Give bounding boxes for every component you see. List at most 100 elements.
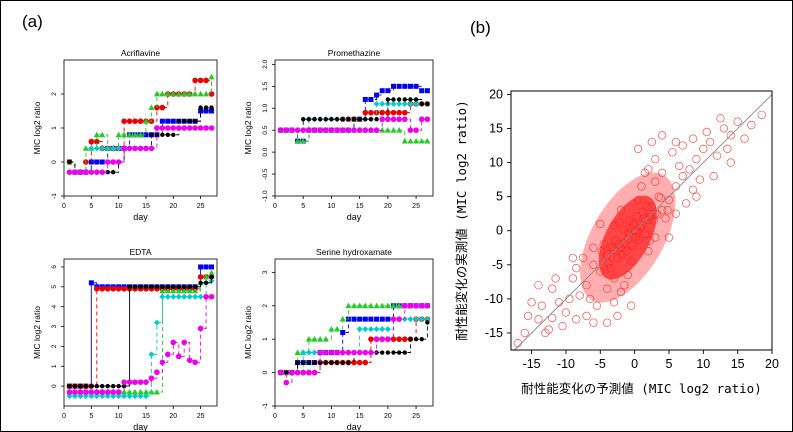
x-tick-label: 15 xyxy=(356,413,364,420)
data-point xyxy=(305,349,312,356)
scatter-point xyxy=(688,134,698,143)
data-point xyxy=(396,336,402,342)
scatter-point xyxy=(671,209,680,218)
data-point xyxy=(311,335,318,342)
data-point xyxy=(203,105,209,110)
data-point xyxy=(72,383,78,389)
data-point xyxy=(121,379,127,385)
data-point xyxy=(67,159,72,165)
scatter-point xyxy=(629,220,638,229)
scatter-point xyxy=(723,144,732,154)
scatter-point xyxy=(747,120,756,130)
scatter-point xyxy=(726,158,735,167)
data-point xyxy=(99,159,105,165)
data-point xyxy=(181,90,188,97)
data-point xyxy=(368,109,374,116)
data-point xyxy=(209,105,214,110)
data-point xyxy=(425,101,430,107)
data-point xyxy=(362,96,368,102)
data-point xyxy=(351,359,357,366)
data-point xyxy=(328,127,335,133)
data-point xyxy=(121,131,128,138)
data-point xyxy=(175,125,182,131)
scatter-point xyxy=(668,148,677,157)
y-tick-label: 6 xyxy=(51,265,58,269)
x-tick-label: -5 xyxy=(595,357,606,371)
x-axis-label: day xyxy=(133,422,148,432)
data-point xyxy=(175,90,182,97)
data-point xyxy=(374,92,380,98)
data-point xyxy=(339,127,346,133)
data-point xyxy=(121,383,127,389)
chart-title: Acriflavine xyxy=(121,48,160,58)
x-tick-label: 5 xyxy=(89,413,93,420)
data-point xyxy=(77,389,84,395)
data-point xyxy=(300,349,307,356)
scatter-point xyxy=(611,236,620,246)
x-tick-label: 15 xyxy=(142,413,150,420)
scatter-point xyxy=(565,294,574,304)
data-point xyxy=(93,138,100,145)
data-point xyxy=(170,339,177,346)
data-point xyxy=(132,284,138,290)
data-point xyxy=(198,264,204,270)
data-point xyxy=(192,359,198,366)
data-point xyxy=(362,127,369,133)
data-point xyxy=(277,369,284,376)
series-3 xyxy=(66,277,215,400)
data-point xyxy=(148,351,155,358)
data-point xyxy=(115,389,122,395)
x-tick-label: 25 xyxy=(412,203,420,210)
data-point xyxy=(149,132,154,137)
data-point xyxy=(110,393,117,400)
series-line xyxy=(69,272,212,393)
data-point xyxy=(425,320,430,325)
data-point xyxy=(356,349,363,356)
data-point xyxy=(396,83,402,89)
scatter-point xyxy=(651,155,660,164)
data-point xyxy=(379,88,385,94)
data-point xyxy=(126,393,133,400)
scatter-point xyxy=(603,284,612,293)
data-point xyxy=(208,125,215,131)
x-tick-label: 20 xyxy=(384,413,392,420)
y-axis-label: MIC log2 ratio xyxy=(32,101,42,154)
data-point xyxy=(175,293,182,300)
data-point xyxy=(181,125,188,131)
panel-label-b: (b) xyxy=(470,18,491,37)
series-1 xyxy=(66,77,215,175)
data-point xyxy=(390,336,397,342)
data-point xyxy=(379,302,386,309)
data-point xyxy=(121,393,128,400)
data-point xyxy=(170,287,177,294)
series-5 xyxy=(277,302,431,386)
data-point xyxy=(203,125,209,131)
data-point xyxy=(187,284,192,290)
scatter-point xyxy=(534,315,543,324)
series-2 xyxy=(66,73,215,175)
data-point xyxy=(83,389,89,395)
data-point xyxy=(385,88,391,94)
scatter-point xyxy=(582,281,591,290)
scatter-point xyxy=(631,232,641,242)
y-axis-label: MIC log2 ratio xyxy=(32,306,42,359)
data-point xyxy=(362,302,369,309)
data-point xyxy=(345,302,352,309)
scatter-point xyxy=(640,214,650,223)
scatter-point xyxy=(609,298,619,307)
scatter-point xyxy=(675,161,684,171)
x-tick-label: 0 xyxy=(631,357,638,371)
x-tick-label: 20 xyxy=(169,203,177,210)
data-point xyxy=(148,145,155,152)
y-axis-label: 耐性能変化の実測値 (MIC log2 ratio) xyxy=(454,100,469,340)
x-tick-label: 5 xyxy=(665,357,672,371)
data-point xyxy=(192,90,199,97)
data-point xyxy=(356,359,363,366)
scatter-point xyxy=(709,172,718,181)
scatter-point xyxy=(616,206,626,215)
y-tick-label: -0.5 xyxy=(262,168,269,180)
data-point xyxy=(301,117,306,122)
data-point xyxy=(396,350,402,355)
x-axis-label: day xyxy=(347,422,362,432)
data-point xyxy=(317,360,323,365)
